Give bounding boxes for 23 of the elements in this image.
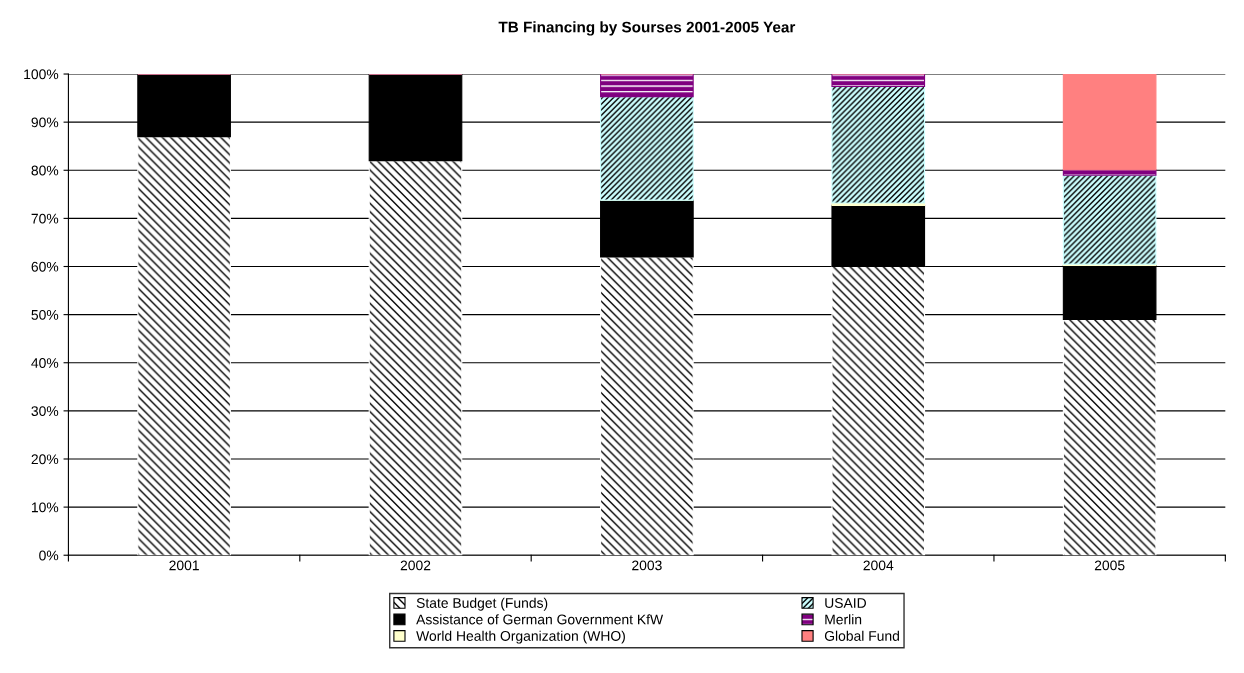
y-tick-label: 50%	[31, 309, 59, 320]
chart-title: TB Financing by Sourses 2001-2005 Year	[498, 21, 796, 36]
legend-label: USAID	[825, 598, 866, 608]
y-tick-label: 100%	[24, 69, 59, 80]
y-tick-label: 30%	[31, 406, 59, 417]
x-tick-label: 2004	[863, 560, 894, 571]
legend-label: Merlin	[825, 614, 862, 625]
x-tick-label: 2003	[632, 560, 662, 571]
y-tick-label: 0%	[39, 550, 59, 561]
legend-label: Assistance of German Government KfW	[416, 614, 664, 625]
y-tick-label: 40%	[31, 358, 59, 368]
y-tick-label: 60%	[31, 261, 59, 272]
x-tick-label: 2002	[400, 560, 431, 571]
y-tick-label: 90%	[31, 117, 59, 128]
x-tick-label: 2001	[169, 560, 199, 571]
x-tick-label: 2005	[1094, 560, 1125, 571]
legend-label: Global Fund	[824, 630, 899, 641]
y-tick-label: 20%	[31, 454, 59, 465]
y-tick-label: 70%	[31, 213, 59, 224]
legend-label: World Health Organization (WHO)	[416, 630, 625, 644]
y-tick-label: 10%	[31, 502, 59, 513]
legend-label: State Budget (Funds)	[416, 597, 548, 611]
y-tick-label: 80%	[31, 165, 59, 176]
